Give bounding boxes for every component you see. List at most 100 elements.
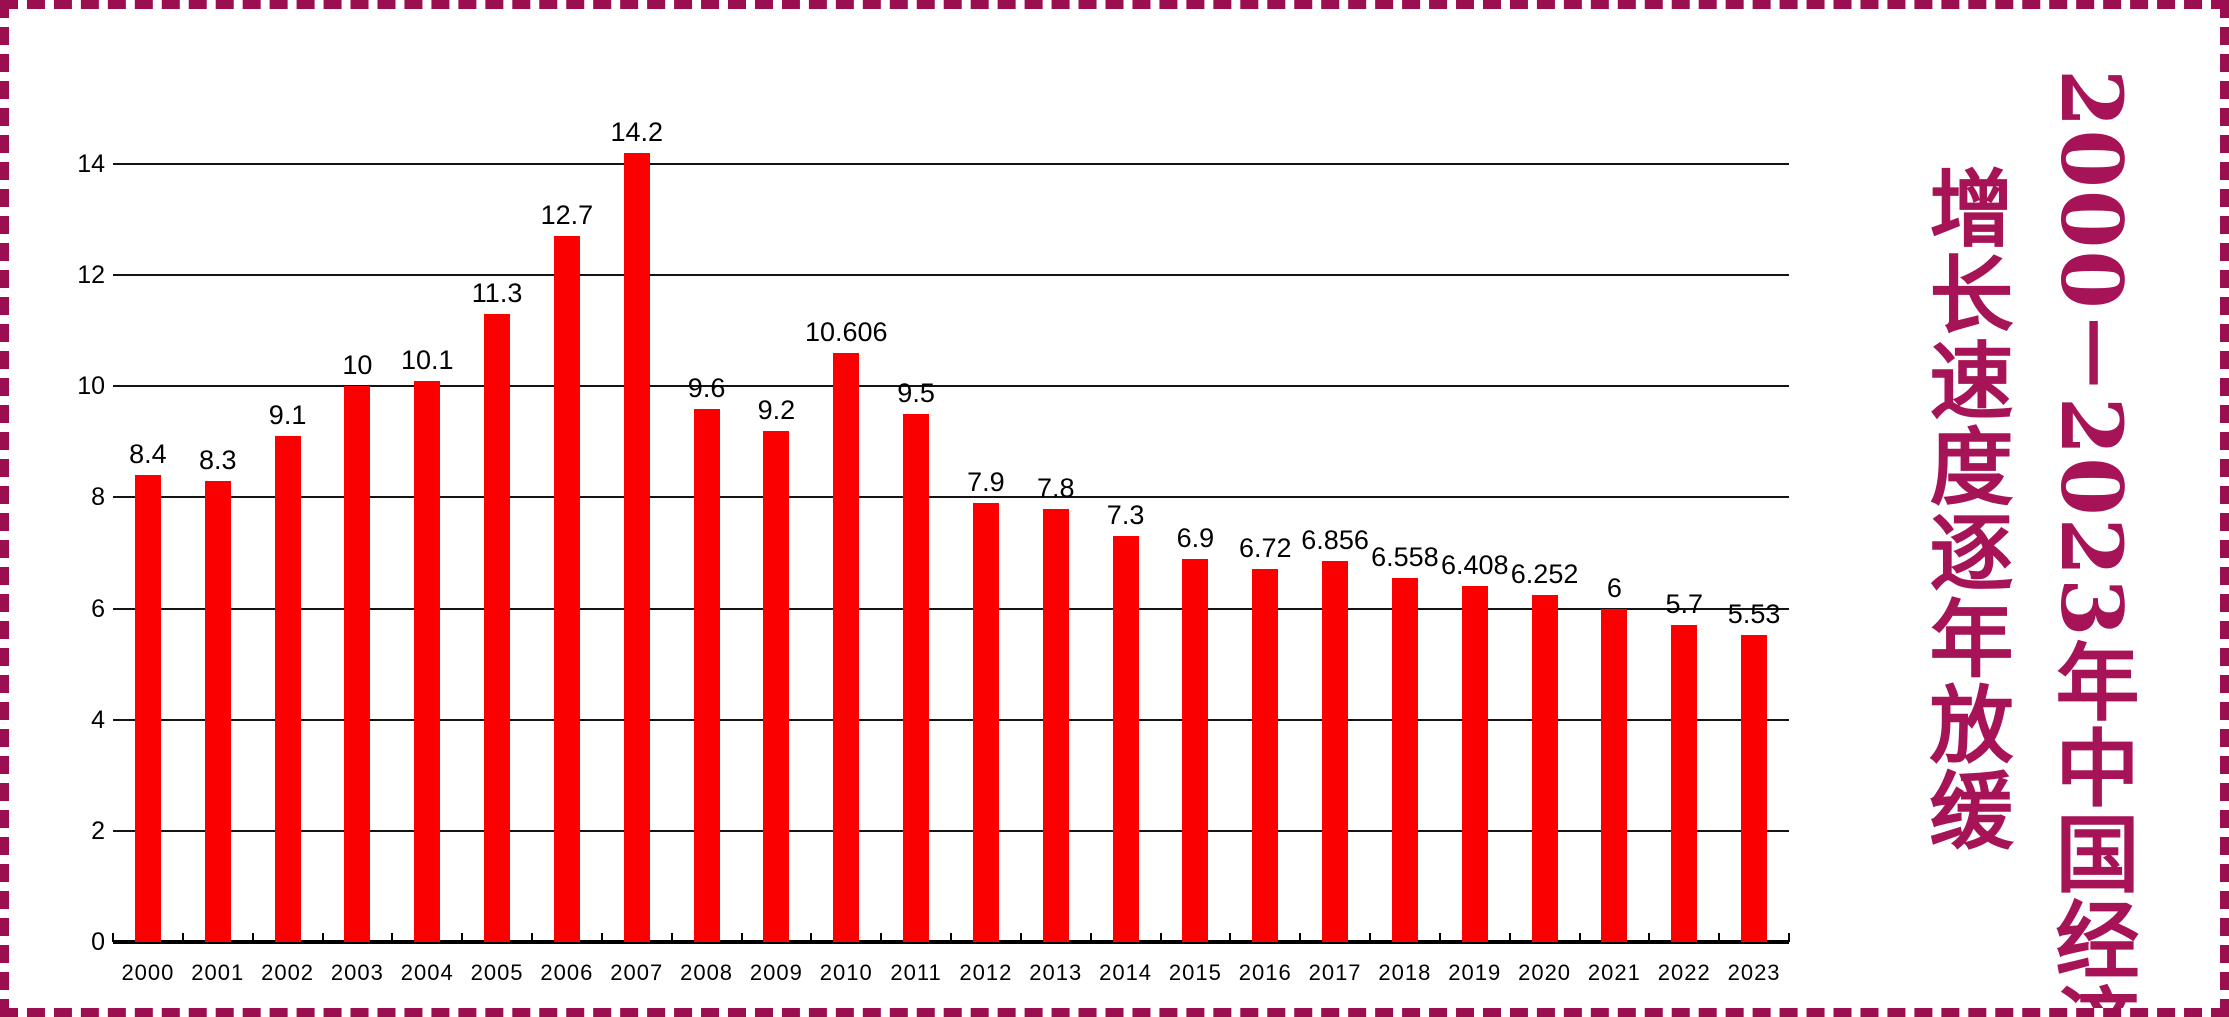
x-tick-label-2017: 2017 xyxy=(1308,960,1362,985)
x-tick-label-2007: 2007 xyxy=(610,960,664,985)
x-axis-tick xyxy=(810,933,813,942)
bar-2011 xyxy=(903,414,930,942)
bar-value-label-2005: 11.3 xyxy=(471,278,523,309)
bar-2019 xyxy=(1461,585,1488,942)
x-tick-label-2002: 2002 xyxy=(261,960,315,985)
bar-value-label-2021: 6 xyxy=(1606,572,1622,603)
x-axis-tick xyxy=(950,933,952,942)
bar-2007 xyxy=(623,152,650,942)
bar-2004 xyxy=(414,380,441,942)
x-tick-label-2005: 2005 xyxy=(470,960,524,985)
x-tick-label-2014: 2014 xyxy=(1099,960,1153,985)
gridline-12 xyxy=(113,274,1789,277)
y-tick-label-8: 8 xyxy=(91,483,105,512)
x-tick-label-2003: 2003 xyxy=(330,960,384,985)
x-axis-tick xyxy=(391,933,394,942)
x-tick-label-2010: 2010 xyxy=(819,960,873,985)
x-tick-label-2021: 2021 xyxy=(1587,960,1641,985)
bar-2023 xyxy=(1741,634,1768,942)
y-tick-label-12: 12 xyxy=(77,261,105,290)
bar-2018 xyxy=(1391,577,1418,942)
bar-chart-plot-area: 8.4 2000 8.3 2001 9.1 2002 10 2003 10.1 2004 11.3 2… xyxy=(112,117,1790,985)
x-axis-tick xyxy=(600,933,603,942)
gridline-14 xyxy=(113,163,1789,165)
bar-2009 xyxy=(763,430,790,942)
x-tick-label-2012: 2012 xyxy=(959,960,1013,985)
x-axis-tick xyxy=(1229,933,1232,942)
x-tick-label-2006: 2006 xyxy=(540,960,594,985)
bar-2005 xyxy=(484,314,511,942)
bar-value-label-2015: 6.9 xyxy=(1176,522,1215,553)
x-axis-tick xyxy=(1019,933,1022,942)
bar-value-label-2022: 5.7 xyxy=(1665,589,1704,620)
bar-value-label-2023: 5.53 xyxy=(1727,598,1781,629)
x-axis-line xyxy=(113,940,1789,944)
y-tick-label-4: 4 xyxy=(91,705,105,734)
x-axis-tick xyxy=(1299,933,1302,942)
x-axis-tick xyxy=(251,933,254,942)
bar-2000 xyxy=(134,475,161,942)
x-axis-tick xyxy=(1718,933,1721,942)
bar-value-label-2001: 8.3 xyxy=(198,444,237,475)
gridline-8 xyxy=(113,496,1789,499)
bar-value-label-2020: 6.252 xyxy=(1510,558,1579,589)
bar-2020 xyxy=(1531,594,1558,942)
x-axis-tick xyxy=(461,933,464,942)
x-tick-label-2020: 2020 xyxy=(1518,960,1572,985)
x-axis-tick xyxy=(1648,933,1651,942)
x-axis-tick xyxy=(1438,933,1441,942)
bar-2013 xyxy=(1042,508,1069,942)
chart-title-line2: 增长速度逐年放缓 xyxy=(1916,165,2015,853)
x-axis-tick xyxy=(181,933,184,942)
x-axis-tick xyxy=(112,933,114,942)
bar-value-label-2018: 6.558 xyxy=(1371,541,1439,572)
y-tick-label-10: 10 xyxy=(77,372,105,401)
gridline-10 xyxy=(113,385,1789,388)
bar-value-label-2010: 10.606 xyxy=(804,316,888,347)
bar-value-label-2016: 6.72 xyxy=(1238,532,1292,563)
y-tick-label-0: 0 xyxy=(91,928,105,956)
x-tick-label-2022: 2022 xyxy=(1657,960,1711,985)
bar-value-label-2004: 10.1 xyxy=(400,344,454,375)
bar-value-label-2013: 7.8 xyxy=(1036,472,1075,503)
y-tick-label-2: 2 xyxy=(91,816,105,845)
bar-2003 xyxy=(344,386,371,942)
x-axis-tick xyxy=(1578,933,1581,942)
x-axis-tick xyxy=(321,933,324,942)
x-tick-label-2016: 2016 xyxy=(1238,960,1292,985)
bar-value-label-2017: 6.856 xyxy=(1301,525,1369,555)
bar-2014 xyxy=(1112,536,1139,942)
bar-value-label-2000: 8.4 xyxy=(129,439,167,470)
bar-value-label-2008: 9.6 xyxy=(687,372,726,403)
bar-value-label-2012: 7.9 xyxy=(967,466,1005,497)
bar-value-label-2011: 9.5 xyxy=(897,378,935,409)
bar-value-label-2006: 12.7 xyxy=(540,200,594,231)
bar-2002 xyxy=(274,436,301,942)
y-axis-labels: 0 2 4 6 8 10 12 14 xyxy=(9,9,105,1008)
bar-value-label-2007: 14.2 xyxy=(610,116,664,147)
chart-title-line1: 2000－2023年中国经济 xyxy=(2042,69,2141,1017)
x-tick-label-2015: 2015 xyxy=(1168,960,1222,985)
x-tick-label-2019: 2019 xyxy=(1448,960,1502,985)
x-tick-label-2000: 2000 xyxy=(121,960,175,985)
x-axis-tick xyxy=(670,933,673,942)
bar-value-label-2002: 9.1 xyxy=(268,400,307,431)
x-tick-label-2009: 2009 xyxy=(749,960,803,985)
y-tick-label-6: 6 xyxy=(91,594,105,623)
x-axis-tick xyxy=(1159,933,1162,942)
bar-value-label-2014: 7.3 xyxy=(1106,500,1145,531)
bar-2006 xyxy=(553,236,580,942)
x-tick-label-2018: 2018 xyxy=(1378,960,1432,985)
bar-2008 xyxy=(693,408,720,942)
bar-value-label-2019: 6.408 xyxy=(1440,549,1509,580)
x-axis-tick xyxy=(1089,933,1092,942)
bar-2010 xyxy=(833,352,860,942)
x-axis-tick xyxy=(880,933,883,942)
x-axis-tick xyxy=(740,933,743,942)
x-axis-tick xyxy=(531,933,533,942)
x-axis-tick xyxy=(1788,933,1790,942)
x-tick-label-2011: 2011 xyxy=(890,960,942,985)
bar-2012 xyxy=(972,503,999,942)
x-axis-tick xyxy=(1508,933,1511,942)
